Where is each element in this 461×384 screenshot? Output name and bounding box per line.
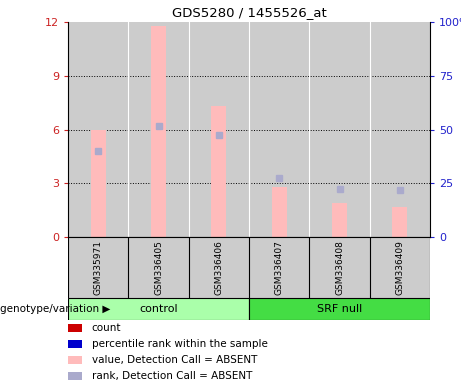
Text: SRF null: SRF null bbox=[317, 304, 362, 314]
Bar bbox=[68, 372, 83, 381]
Text: rank, Detection Call = ABSENT: rank, Detection Call = ABSENT bbox=[92, 371, 252, 381]
Text: GSM336408: GSM336408 bbox=[335, 240, 344, 295]
Bar bbox=[91, 129, 106, 237]
Bar bbox=[68, 298, 249, 320]
Bar bbox=[392, 207, 408, 237]
Text: GSM335971: GSM335971 bbox=[94, 240, 103, 295]
Bar bbox=[332, 203, 347, 237]
Title: GDS5280 / 1455526_at: GDS5280 / 1455526_at bbox=[171, 7, 326, 20]
Text: count: count bbox=[92, 323, 121, 333]
Text: control: control bbox=[139, 304, 178, 314]
Bar bbox=[249, 298, 430, 320]
Bar bbox=[68, 340, 83, 349]
Bar bbox=[151, 26, 166, 237]
Bar bbox=[68, 356, 83, 364]
Bar bbox=[272, 187, 287, 237]
Text: GSM336407: GSM336407 bbox=[275, 240, 284, 295]
Text: genotype/variation ▶: genotype/variation ▶ bbox=[0, 304, 110, 314]
Text: value, Detection Call = ABSENT: value, Detection Call = ABSENT bbox=[92, 355, 257, 365]
Text: GSM336409: GSM336409 bbox=[396, 240, 404, 295]
Bar bbox=[68, 324, 83, 333]
Bar bbox=[211, 106, 226, 237]
Text: GSM336406: GSM336406 bbox=[214, 240, 223, 295]
Text: GSM336405: GSM336405 bbox=[154, 240, 163, 295]
Text: percentile rank within the sample: percentile rank within the sample bbox=[92, 339, 267, 349]
